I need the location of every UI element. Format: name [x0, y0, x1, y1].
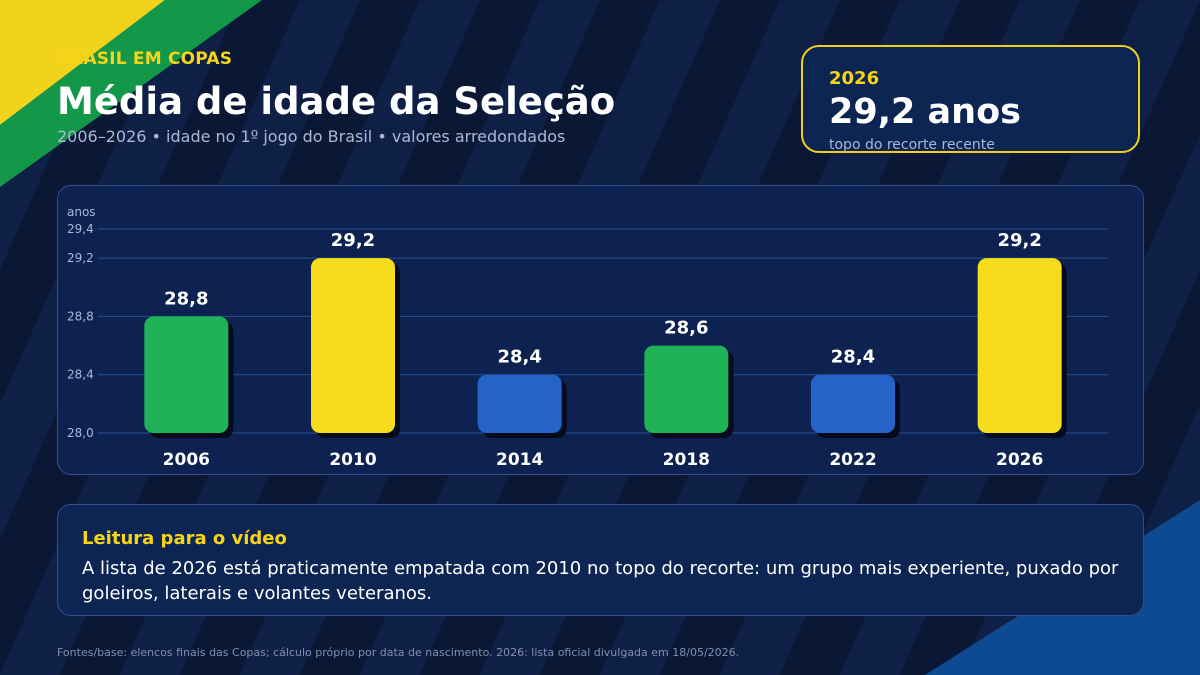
highlight-card: 2026 29,2 anos topo do recorte recente [801, 45, 1140, 153]
value-label: 28,8 [164, 288, 208, 309]
value-label: 29,2 [997, 230, 1041, 251]
x-tick-label: 2026 [996, 450, 1043, 470]
x-tick-label: 2018 [663, 450, 710, 470]
y-tick-label: 29,2 [67, 251, 94, 265]
highlight-value: 29,2 anos [829, 92, 1021, 132]
y-tick-label: 28,4 [67, 368, 94, 382]
footer-source: Fontes/base: elencos finais das Copas; c… [57, 646, 740, 659]
value-label: 28,4 [831, 347, 875, 368]
bar-2014 [477, 374, 562, 433]
eyebrow-label: BRASIL EM COPAS [57, 49, 233, 69]
y-axis-label: anos [67, 205, 96, 219]
highlight-year: 2026 [829, 68, 880, 89]
x-tick-label: 2014 [496, 450, 543, 470]
x-tick-label: 2022 [829, 450, 876, 470]
bar-2010 [311, 258, 395, 433]
page-title: Média de idade da Seleção [57, 80, 616, 123]
value-label: 28,6 [664, 318, 708, 339]
highlight-caption: topo do recorte recente [829, 137, 995, 153]
bar-2026 [977, 258, 1062, 433]
page-subtitle: 2006–2026 • idade no 1º jogo do Brasil •… [57, 127, 566, 146]
x-tick-label: 2010 [329, 450, 376, 470]
reading-body: A lista de 2026 está praticamente empata… [82, 558, 1119, 604]
reading-title: Leitura para o vídeo [82, 528, 287, 549]
bar-2018 [644, 345, 729, 433]
y-tick-label: 28,0 [67, 426, 94, 440]
y-tick-label: 28,8 [67, 309, 94, 323]
chart-panel: anos 28,0 28,4 28,8 29,2 29,4 28,8 2006 29,2 20… [57, 185, 1144, 475]
y-tick-label: 29,4 [67, 222, 94, 236]
bar-2022 [811, 374, 895, 433]
x-tick-label: 2006 [163, 450, 210, 470]
bar-2006 [144, 316, 229, 433]
value-label: 29,2 [331, 230, 375, 251]
value-label: 28,4 [497, 347, 541, 368]
corner-green-stripe [0, 0, 262, 187]
reading-panel: Leitura para o vídeo A lista de 2026 est… [57, 504, 1144, 616]
bar-chart: anos 28,0 28,4 28,8 29,2 29,4 28,8 2006 29,2 20… [67, 205, 1108, 470]
